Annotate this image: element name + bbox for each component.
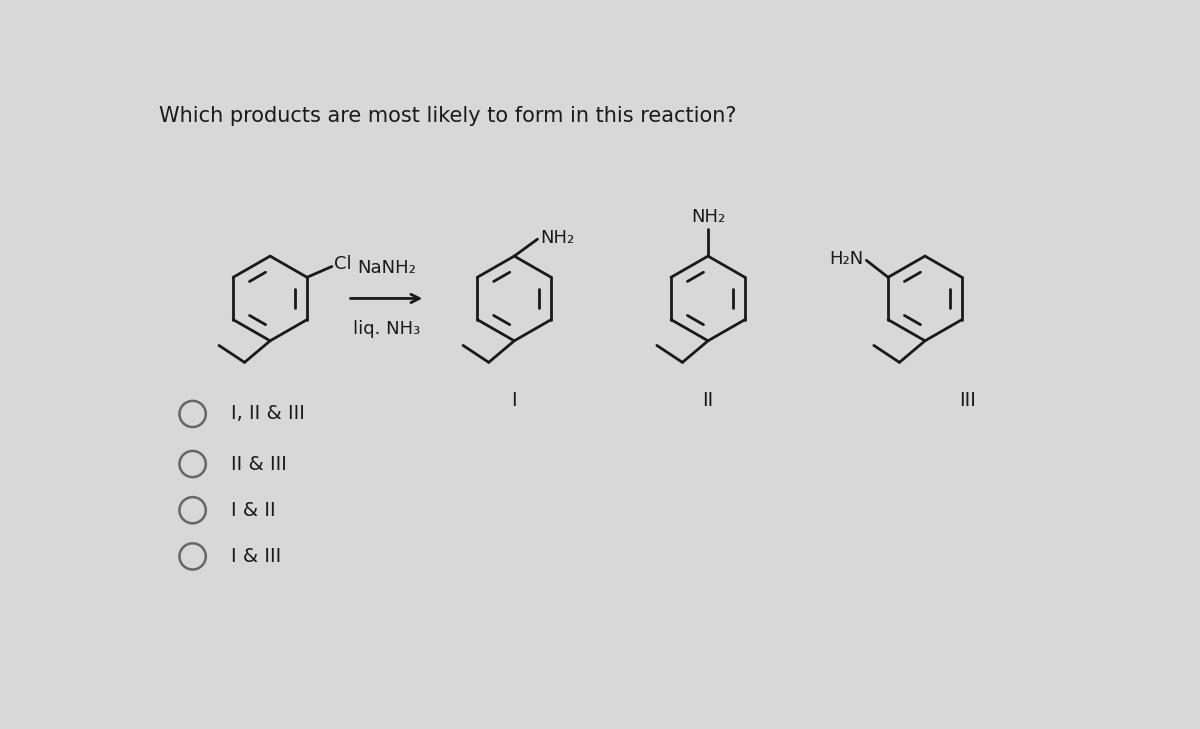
Text: I: I: [511, 391, 517, 410]
Text: NaNH₂: NaNH₂: [356, 259, 416, 277]
Text: I, II & III: I, II & III: [232, 405, 305, 424]
Text: Cl: Cl: [334, 255, 352, 273]
Text: NH₂: NH₂: [541, 229, 575, 246]
Text: NH₂: NH₂: [691, 208, 725, 226]
Text: I & II: I & II: [232, 501, 276, 520]
Text: II: II: [702, 391, 714, 410]
Text: H₂N: H₂N: [829, 250, 863, 268]
Text: liq. NH₃: liq. NH₃: [353, 320, 420, 338]
Text: II & III: II & III: [232, 454, 287, 474]
Text: I & III: I & III: [232, 547, 282, 566]
Text: Which products are most likely to form in this reaction?: Which products are most likely to form i…: [160, 106, 737, 126]
Text: III: III: [959, 391, 976, 410]
